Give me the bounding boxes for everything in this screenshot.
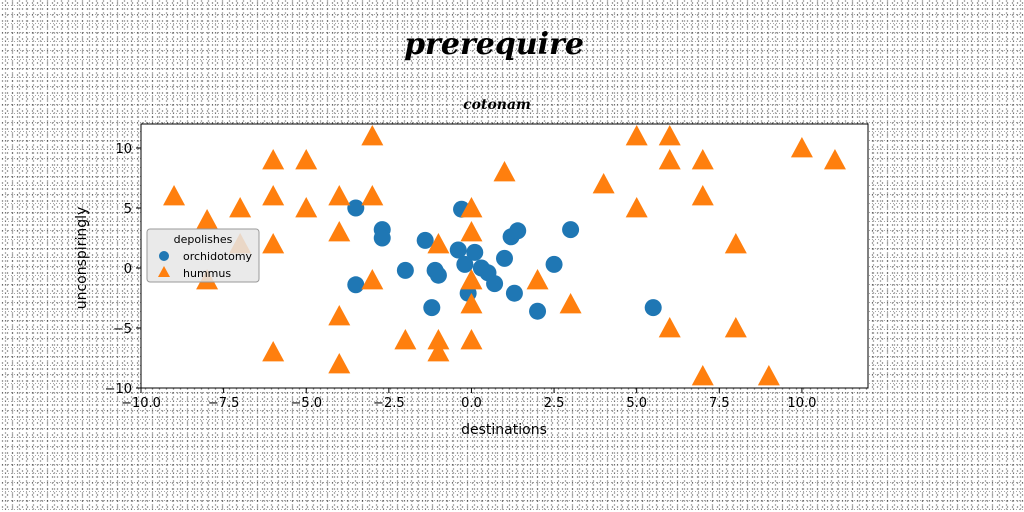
hummus-point (427, 329, 450, 350)
hummus-point (328, 305, 351, 326)
orchidotomy-point (347, 276, 365, 294)
hummus-point (691, 365, 714, 386)
legend: depolishes orchidotomy hummus (146, 228, 260, 283)
hummus-point (658, 149, 681, 170)
hummus-point (460, 221, 483, 242)
hummus-point (493, 161, 516, 182)
x-tick-label: 2.5 (544, 396, 565, 411)
orchidotomy-point (423, 299, 441, 317)
legend-marker-orchidotomy (159, 251, 169, 261)
orchidotomy-point (373, 229, 391, 247)
legend-title: depolishes (174, 233, 233, 246)
hummus-point (295, 197, 318, 218)
x-tick-label: −5.0 (290, 396, 322, 411)
hummus-point (658, 125, 681, 146)
hummus-point (262, 233, 285, 254)
hummus-point (427, 341, 450, 362)
legend-box (146, 228, 260, 283)
legend-label-hummus: hummus (183, 267, 231, 280)
y-axis-label: unconspiringly (74, 207, 90, 310)
orchidotomy-point (416, 231, 434, 249)
y-tick-label: −10 (105, 382, 132, 397)
hummus-point (823, 149, 846, 170)
hummus-point (790, 137, 813, 158)
orchidotomy-point (429, 266, 447, 284)
orchidotomy-point (449, 241, 467, 259)
hummus-point (361, 185, 384, 206)
x-tick-label: 5.0 (626, 396, 647, 411)
orchidotomy-point (466, 243, 484, 261)
hummus-point (196, 209, 219, 230)
hummus-point (394, 329, 417, 350)
hummus-point (691, 149, 714, 170)
orchidotomy-point (529, 302, 547, 320)
hummus-point (262, 341, 285, 362)
hummus-point (724, 317, 747, 338)
orchidotomy-point (505, 284, 523, 302)
hummus-point (625, 125, 648, 146)
hummus-point (460, 197, 483, 218)
hummus-point (163, 185, 186, 206)
hummus-point (724, 233, 747, 254)
orchidotomy-point (456, 255, 474, 273)
y-tick-label: 5 (124, 202, 132, 217)
orchidotomy-point (347, 199, 365, 217)
y-axis: −10 −5 0 5 10 (105, 142, 141, 397)
hummus-point (295, 149, 318, 170)
orchidotomy-point (545, 255, 563, 273)
hummus-point (328, 185, 351, 206)
hummus-point (328, 221, 351, 242)
y-tick-label: 10 (115, 142, 132, 157)
chart-subtitle: cotonam (463, 97, 531, 113)
orchidotomy-point (509, 222, 527, 240)
hummus-point (460, 293, 483, 314)
hummus-point (559, 293, 582, 314)
x-tick-label: −10.0 (121, 396, 161, 411)
x-tick-label: −2.5 (373, 396, 405, 411)
hummus-point (592, 173, 615, 194)
y-tick-label: 0 (124, 262, 132, 277)
hummus-point (361, 125, 384, 146)
chart-title: prerequire (404, 27, 584, 62)
x-tick-label: −7.5 (208, 396, 240, 411)
x-axis-label: destinations (461, 422, 547, 438)
x-tick-label: 10.0 (787, 396, 816, 411)
orchidotomy-point (396, 261, 414, 279)
legend-marker-hummus (158, 266, 170, 277)
hummus-point (328, 353, 351, 374)
x-tick-label: 7.5 (709, 396, 730, 411)
legend-label-orchidotomy: orchidotomy (183, 250, 253, 263)
hummus-point (460, 269, 483, 290)
y-tick-label: −5 (113, 322, 132, 337)
orchidotomy-point (644, 299, 662, 317)
data-markers (163, 125, 846, 386)
hummus-point (229, 197, 252, 218)
orchidotomy-point (562, 221, 580, 239)
hummus-point (460, 329, 483, 350)
hummus-point (691, 185, 714, 206)
x-axis: −10.0 −7.5 −5.0 −2.5 0.0 2.5 5.0 7.5 10.0 (121, 388, 816, 411)
hummus-point (361, 269, 384, 290)
hummus-point (427, 233, 450, 254)
orchidotomy-point (496, 249, 513, 267)
hummus-point (757, 365, 780, 386)
x-tick-label: 0.0 (461, 396, 482, 411)
hummus-point (526, 269, 549, 290)
hummus-point (262, 185, 285, 206)
hummus-point (658, 317, 681, 338)
hummus-point (625, 197, 648, 218)
orchidotomy-point (486, 275, 504, 293)
hummus-point (262, 149, 285, 170)
